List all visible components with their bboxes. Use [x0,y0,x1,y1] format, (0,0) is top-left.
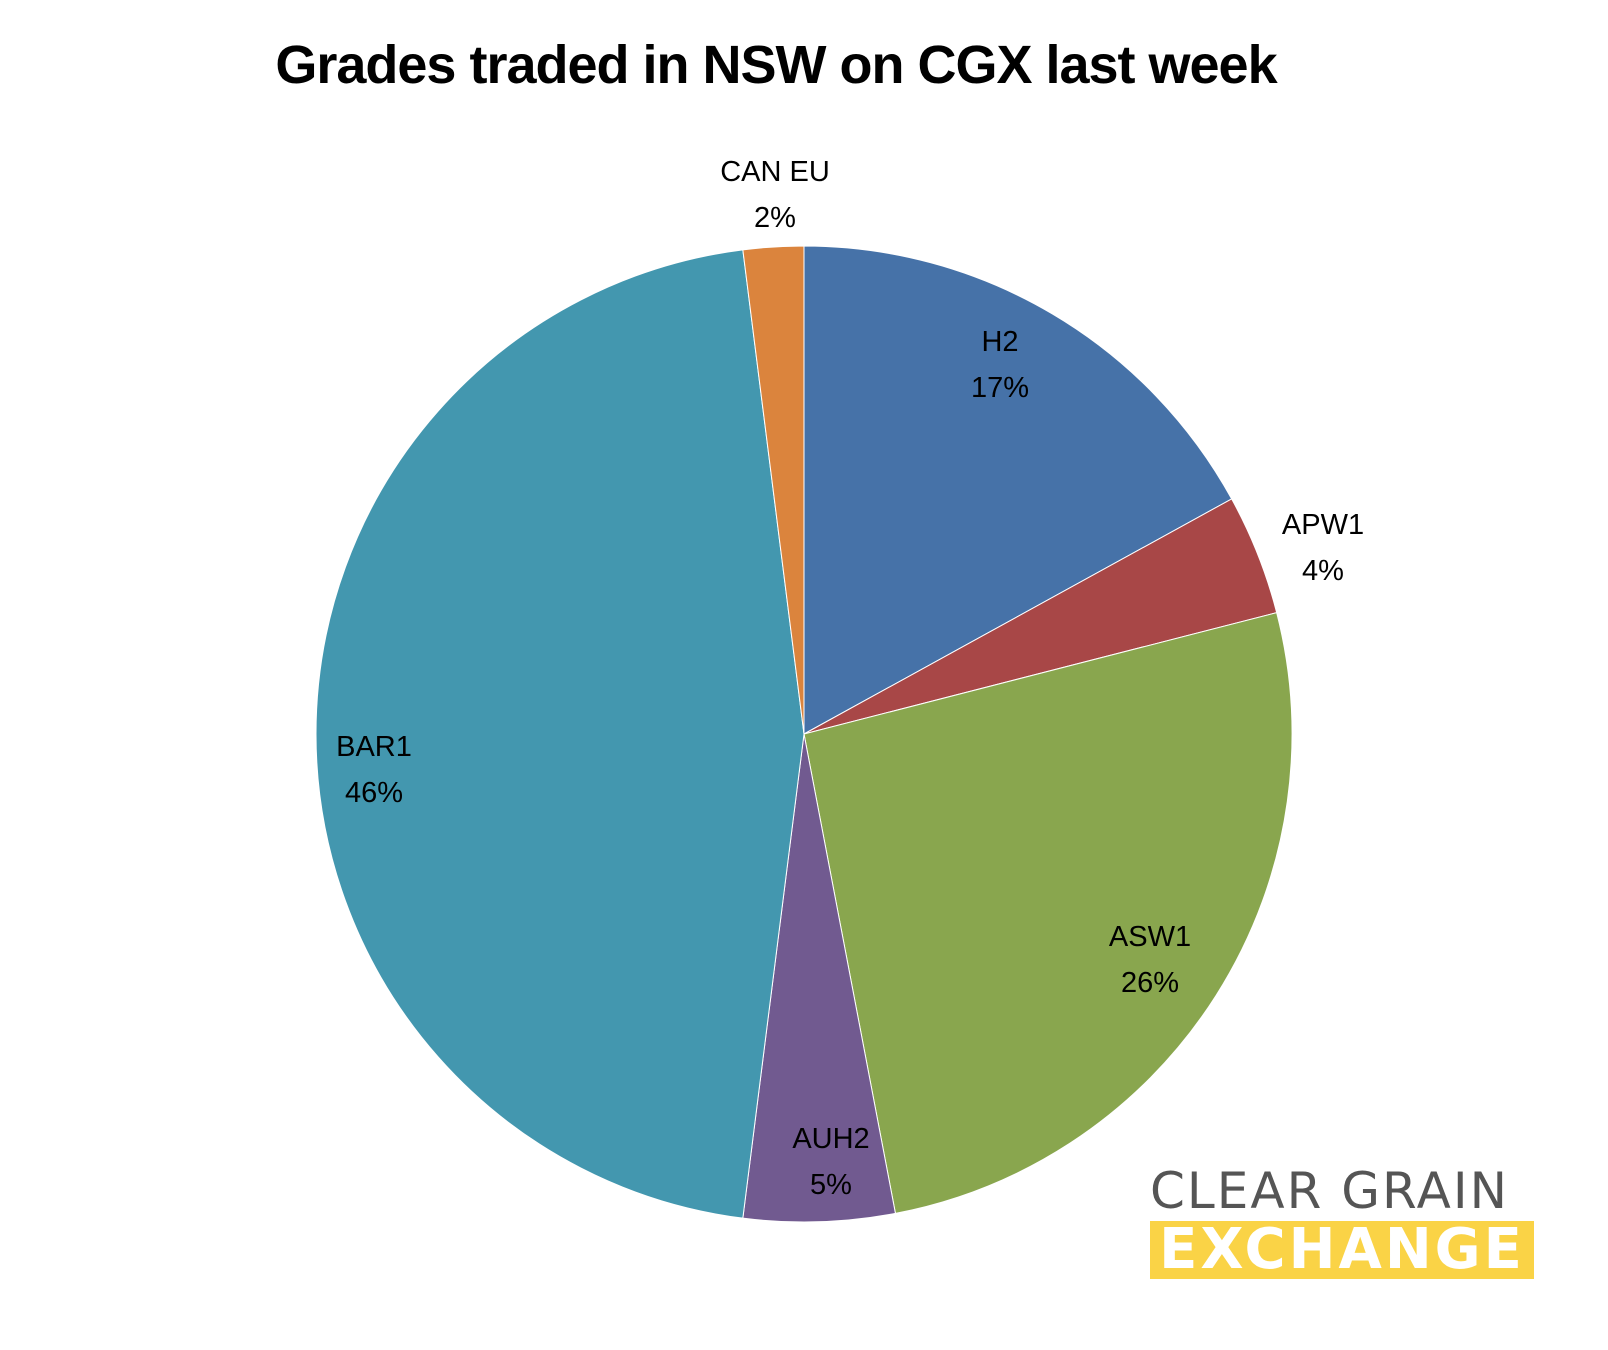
label-asw1: ASW1 26% [1109,914,1191,1006]
pie-slice-bar1 [315,249,805,1219]
label-name: ASW1 [1108,921,1192,953]
clear-grain-exchange-logo: CLEAR GRAIN EXCHANGE [1150,1165,1534,1279]
label-pct: 5% [810,1169,852,1201]
label-pct: 2% [754,202,796,234]
chart-title: Grades traded in NSW on CGX last week [275,35,1277,95]
label-pct: 46% [344,777,404,809]
logo-line2: EXCHANGE [1150,1221,1534,1279]
label-bar1: BAR1 46% [336,724,412,816]
label-auh2: AUH2 5% [792,1116,869,1208]
logo-line1: CLEAR GRAIN [1150,1162,1510,1220]
label-pct: 4% [1302,555,1344,587]
pie-slice-can-eu [742,245,805,735]
label-apw1: APW1 4% [1282,502,1364,594]
label-name: H2 [981,326,1019,358]
pie-slice-asw1 [803,612,1293,1214]
pie-slice-auh2 [742,733,897,1223]
label-name: AUH2 [792,1123,870,1155]
label-name: CAN EU [720,156,830,188]
label-pct: 26% [1120,967,1180,999]
label-pct: 17% [970,372,1030,404]
label-can-eu: CAN EU 2% [720,149,830,241]
label-h2: H2 17% [971,319,1029,411]
label-name: APW1 [1281,509,1365,541]
label-name: BAR1 [336,731,412,763]
pie-slice-h2 [803,245,1233,735]
